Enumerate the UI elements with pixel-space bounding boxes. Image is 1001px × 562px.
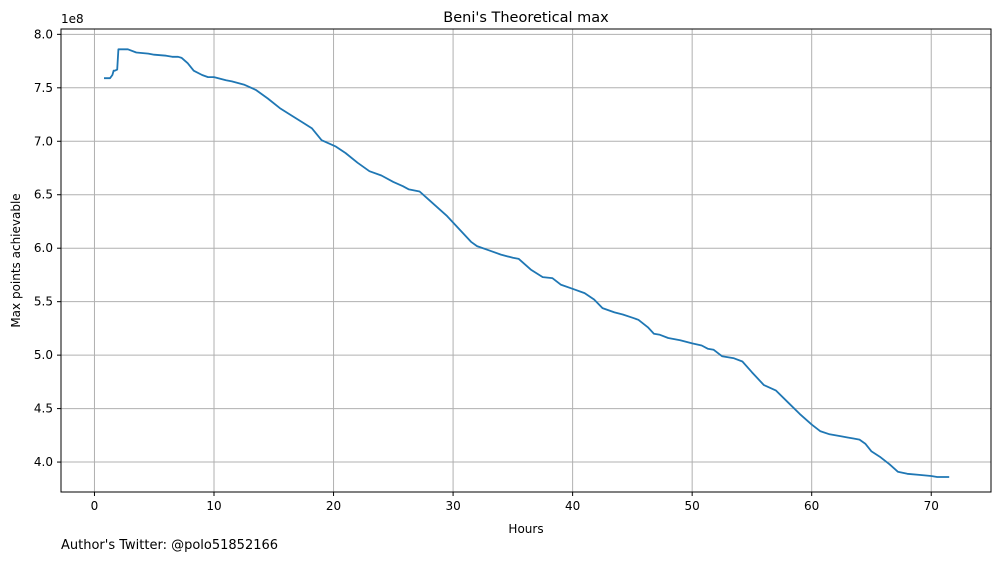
y-tick-label: 5.0 bbox=[34, 348, 53, 362]
x-tick-label: 10 bbox=[206, 499, 221, 513]
x-tick-label: 40 bbox=[565, 499, 580, 513]
y-tick-label: 6.5 bbox=[34, 188, 53, 202]
y-scale-offset-label: 1e8 bbox=[61, 12, 84, 26]
x-axis: 0 10 20 30 40 50 60 70 bbox=[91, 492, 939, 513]
y-axis-title: Max points achievable bbox=[9, 193, 23, 327]
series-layer bbox=[104, 49, 949, 477]
x-tick-label: 70 bbox=[924, 499, 939, 513]
y-tick-label: 4.0 bbox=[34, 455, 53, 469]
y-axis: 4.0 4.5 5.0 5.5 6.0 6.5 7.0 7.5 8.0 bbox=[34, 27, 61, 469]
y-tick-label: 8.0 bbox=[34, 27, 53, 41]
y-tick-label: 7.5 bbox=[34, 81, 53, 95]
y-tick-label: 4.5 bbox=[34, 402, 53, 416]
x-tick-label: 0 bbox=[91, 499, 99, 513]
x-tick-label: 30 bbox=[445, 499, 460, 513]
grid bbox=[61, 29, 991, 492]
author-twitter-note: Author's Twitter: @polo51852166 bbox=[61, 538, 278, 553]
y-tick-label: 5.5 bbox=[34, 295, 53, 309]
x-axis-title: Hours bbox=[508, 522, 543, 536]
y-tick-label: 6.0 bbox=[34, 241, 53, 255]
y-tick-label: 7.0 bbox=[34, 134, 53, 148]
plot-area-frame bbox=[61, 29, 991, 492]
x-tick-label: 60 bbox=[804, 499, 819, 513]
x-tick-label: 50 bbox=[685, 499, 700, 513]
chart-title: Beni's Theoretical max bbox=[443, 10, 609, 26]
series-line bbox=[104, 49, 949, 477]
x-tick-label: 20 bbox=[326, 499, 341, 513]
